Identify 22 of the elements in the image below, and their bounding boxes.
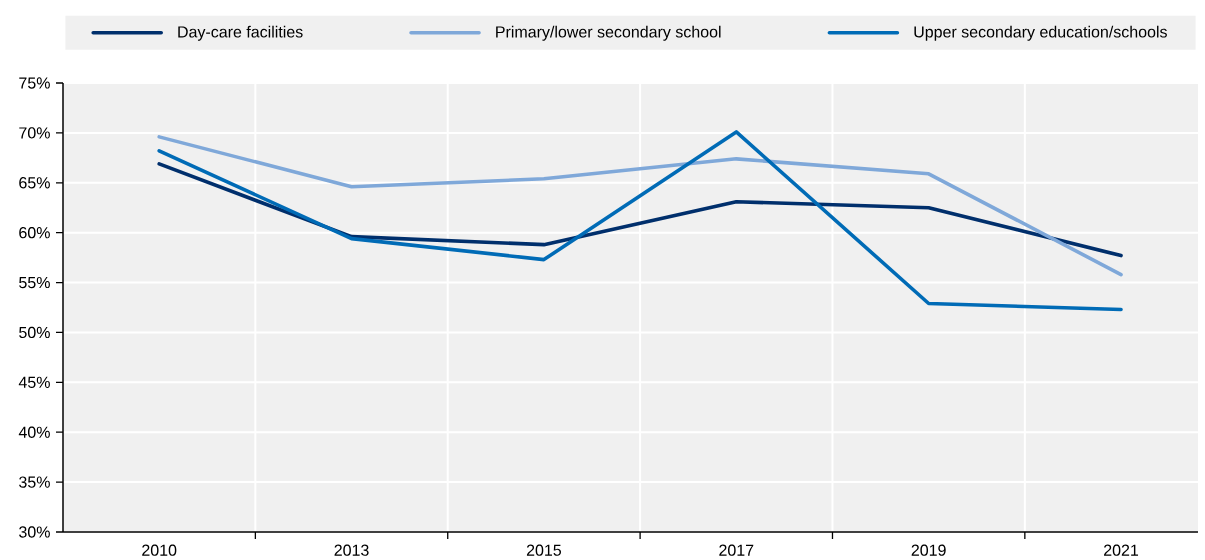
y-tick-label: 60%	[19, 227, 50, 239]
line-series	[157, 130, 1123, 312]
line-series	[157, 162, 1123, 258]
y-tick-label: 40%	[18, 426, 50, 438]
y-tick-label: 45%	[18, 376, 50, 388]
x-tick-label: 2013	[334, 544, 369, 556]
x-tick-label: 2021	[1104, 544, 1139, 556]
y-tick-label: 30%	[19, 526, 50, 538]
x-tick-label: 2015	[526, 544, 562, 556]
x-tick-label: 2010	[142, 544, 177, 556]
y-tick-label: 75%	[19, 77, 50, 89]
legend-label: Day-care facilities	[178, 25, 303, 41]
x-tick-label: 2017	[719, 544, 754, 556]
y-tick-label: 70%	[19, 127, 50, 139]
x-tick-label: 2019	[911, 544, 946, 556]
y-tick-label: 50%	[19, 326, 50, 339]
legend-label: Upper secondary education/schools	[914, 25, 1167, 41]
y-tick-label: 65%	[19, 177, 50, 189]
line-series	[157, 135, 1123, 277]
legend-label: Primary/lower secondary school	[496, 25, 721, 41]
y-tick-label: 35%	[19, 476, 50, 488]
y-tick-label: 55%	[19, 276, 50, 289]
